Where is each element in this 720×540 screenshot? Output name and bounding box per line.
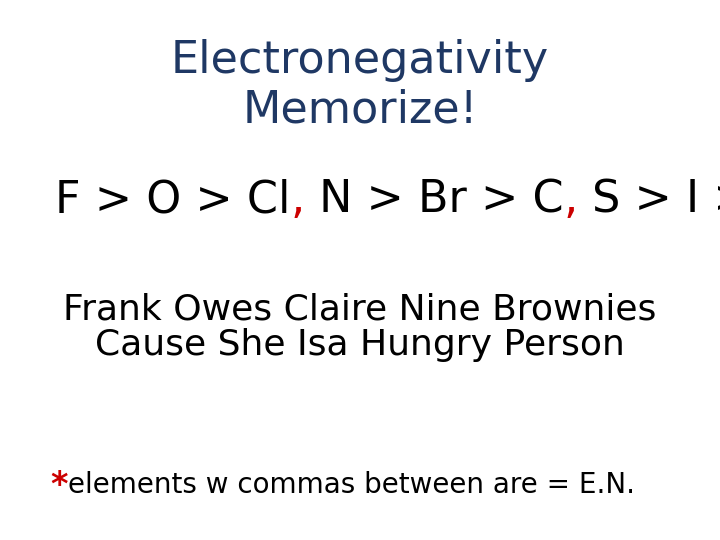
Text: Frank Owes Claire Nine Brownies: Frank Owes Claire Nine Brownies <box>63 293 657 327</box>
Text: ,: , <box>290 179 305 221</box>
Text: Cause She Isa Hungry Person: Cause She Isa Hungry Person <box>95 328 625 362</box>
Text: *: * <box>50 469 68 502</box>
Text: Electronegativity: Electronegativity <box>171 38 549 82</box>
Text: elements w commas between are = E.N.: elements w commas between are = E.N. <box>68 471 634 499</box>
Text: N > Br > C: N > Br > C <box>305 179 563 221</box>
Text: Memorize!: Memorize! <box>242 89 478 132</box>
Text: S > I > H: S > I > H <box>577 179 720 221</box>
Text: F > O > Cl: F > O > Cl <box>55 179 290 221</box>
Text: ,: , <box>563 179 577 221</box>
